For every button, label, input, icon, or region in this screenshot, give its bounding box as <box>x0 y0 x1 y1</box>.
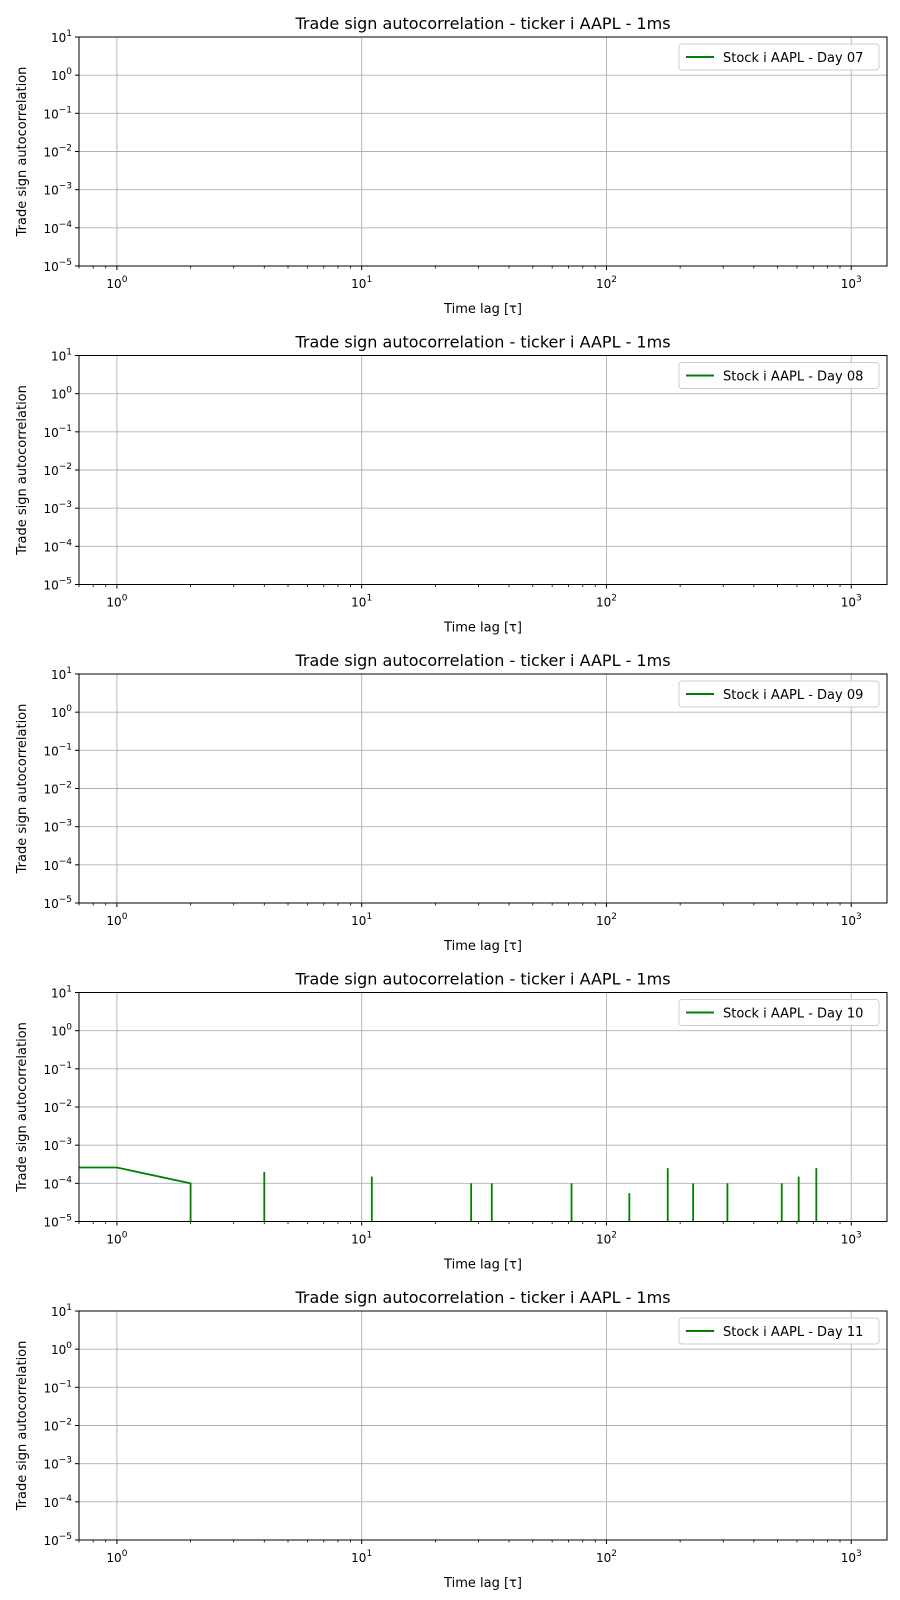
y-tick-label: 101 <box>51 666 72 682</box>
x-tick-label: 103 <box>841 594 862 610</box>
y-tick-label: 101 <box>51 29 72 45</box>
chart-panel: Trade sign autocorrelation - ticker i AA… <box>15 651 888 954</box>
legend: Stock i AAPL - Day 08 <box>678 362 880 389</box>
y-tick-label: 10−3 <box>43 1456 72 1472</box>
y-tick-label: 10−4 <box>43 220 72 236</box>
y-tick-label: 10−2 <box>43 1099 72 1115</box>
chart-title: Trade sign autocorrelation - ticker i AA… <box>294 1288 670 1307</box>
legend-box <box>678 43 880 71</box>
chart-title: Trade sign autocorrelation - ticker i AA… <box>294 651 670 670</box>
y-tick-label: 100 <box>51 67 72 83</box>
legend-box <box>678 362 880 389</box>
x-tick-label: 100 <box>106 1231 127 1247</box>
y-tick-label: 10−4 <box>43 857 72 873</box>
chart-title: Trade sign autocorrelation - ticker i AA… <box>294 333 670 352</box>
y-tick-label: 10−5 <box>43 1214 72 1230</box>
y-axis-label: Trade sign autocorrelation <box>15 385 30 556</box>
y-tick-label: 10−3 <box>43 819 72 835</box>
x-tick-label: 102 <box>596 1549 617 1565</box>
chart-panel: Trade sign autocorrelation - ticker i AA… <box>15 1288 888 1591</box>
y-tick-label: 10−5 <box>43 1532 72 1548</box>
x-axis-label: Time lag [τ] <box>443 302 522 317</box>
x-axis-label: Time lag [τ] <box>443 939 522 954</box>
y-tick-label: 10−4 <box>43 1175 72 1191</box>
series-line <box>79 1166 818 1222</box>
y-tick-label: 10−2 <box>43 462 72 478</box>
chart-panel: Trade sign autocorrelation - ticker i AA… <box>15 14 888 317</box>
x-tick-label: 103 <box>841 275 862 291</box>
y-tick-label: 10−3 <box>43 1137 72 1153</box>
y-tick-label: 100 <box>51 386 72 402</box>
x-axis-label: Time lag [τ] <box>443 621 522 636</box>
y-tick-label: 100 <box>51 1341 72 1357</box>
x-axis-label: Time lag [τ] <box>443 1258 522 1273</box>
y-axis-label: Trade sign autocorrelation <box>15 1022 30 1193</box>
x-tick-label: 103 <box>841 1549 862 1565</box>
y-tick-label: 10−1 <box>43 1061 72 1077</box>
x-tick-label: 103 <box>841 1231 862 1247</box>
x-tick-label: 101 <box>351 1231 372 1247</box>
legend-entry: Stock i AAPL - Day 07 <box>723 51 863 66</box>
x-tick-label: 100 <box>106 1549 127 1565</box>
chart-panel: Trade sign autocorrelation - ticker i AA… <box>15 333 888 636</box>
y-tick-label: 10−2 <box>43 144 72 160</box>
legend: Stock i AAPL - Day 11 <box>678 1317 880 1345</box>
y-tick-label: 10−3 <box>43 182 72 198</box>
legend: Stock i AAPL - Day 09 <box>678 680 880 708</box>
legend: Stock i AAPL - Day 10 <box>678 999 880 1026</box>
chart-title: Trade sign autocorrelation - ticker i AA… <box>294 970 670 989</box>
y-tick-label: 10−1 <box>43 424 72 440</box>
y-tick-label: 10−3 <box>43 500 72 516</box>
y-tick-label: 10−2 <box>43 781 72 797</box>
legend: Stock i AAPL - Day 07 <box>678 43 880 71</box>
y-axis-label: Trade sign autocorrelation <box>15 67 30 238</box>
x-tick-label: 100 <box>106 275 127 291</box>
y-tick-label: 10−4 <box>43 538 72 554</box>
chart-panel: Trade sign autocorrelation - ticker i AA… <box>15 970 888 1273</box>
y-tick-label: 10−5 <box>43 258 72 274</box>
x-tick-label: 102 <box>596 594 617 610</box>
y-axis-label: Trade sign autocorrelation <box>15 1341 30 1512</box>
x-tick-label: 102 <box>596 1231 617 1247</box>
chart-title: Trade sign autocorrelation - ticker i AA… <box>294 14 670 33</box>
x-tick-label: 103 <box>841 912 862 928</box>
y-tick-label: 10−1 <box>43 105 72 121</box>
y-tick-label: 10−5 <box>43 895 72 911</box>
legend-entry: Stock i AAPL - Day 10 <box>723 1007 863 1022</box>
y-tick-label: 101 <box>51 348 72 364</box>
y-tick-label: 10−1 <box>43 742 72 758</box>
y-tick-label: 100 <box>51 1023 72 1039</box>
x-tick-label: 101 <box>351 1549 372 1565</box>
y-tick-label: 10−4 <box>43 1494 72 1510</box>
y-axis-label: Trade sign autocorrelation <box>15 704 30 875</box>
x-tick-label: 101 <box>351 275 372 291</box>
x-tick-label: 100 <box>106 594 127 610</box>
legend-entry: Stock i AAPL - Day 11 <box>723 1325 863 1340</box>
y-tick-label: 100 <box>51 704 72 720</box>
y-tick-label: 10−2 <box>43 1418 72 1434</box>
y-tick-label: 10−1 <box>43 1379 72 1395</box>
legend-entry: Stock i AAPL - Day 09 <box>723 688 863 703</box>
legend-box <box>678 999 880 1026</box>
x-tick-label: 100 <box>106 912 127 928</box>
x-axis-label: Time lag [τ] <box>443 1576 522 1591</box>
legend-entry: Stock i AAPL - Day 08 <box>723 370 863 385</box>
y-tick-label: 101 <box>51 985 72 1001</box>
x-tick-label: 102 <box>596 275 617 291</box>
legend-box <box>678 1317 880 1345</box>
x-tick-label: 101 <box>351 594 372 610</box>
y-tick-label: 10−5 <box>43 577 72 593</box>
y-tick-label: 101 <box>51 1303 72 1319</box>
x-tick-label: 101 <box>351 912 372 928</box>
x-tick-label: 102 <box>596 912 617 928</box>
legend-box <box>678 680 880 708</box>
